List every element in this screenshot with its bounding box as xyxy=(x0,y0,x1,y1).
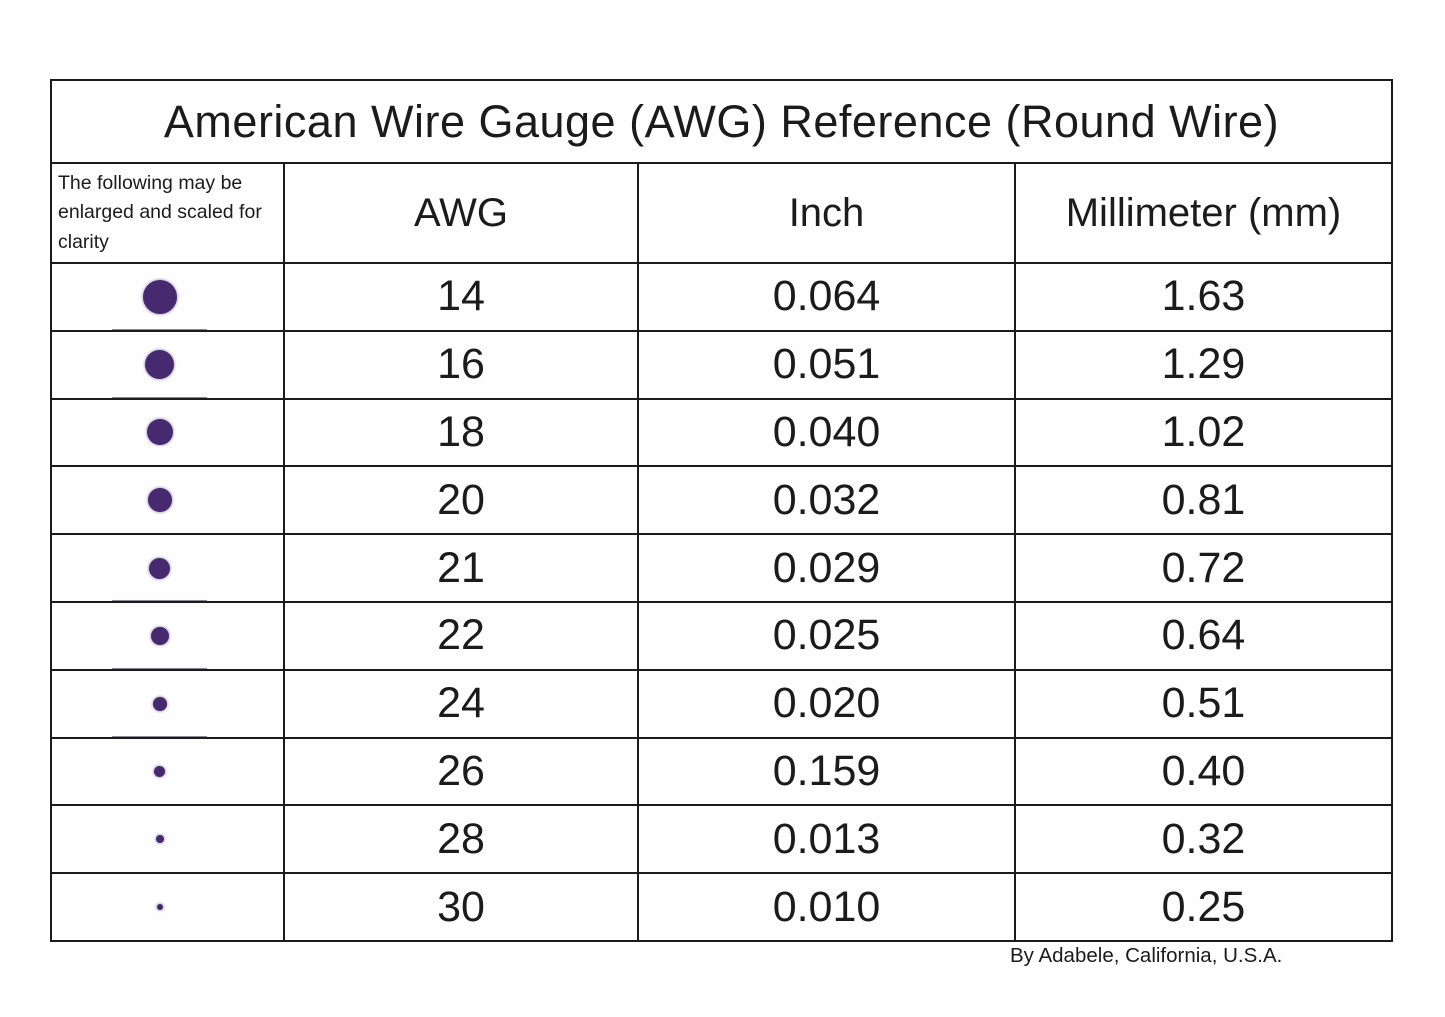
column-header-awg: AWG xyxy=(285,164,639,262)
inch-value: 0.051 xyxy=(639,331,1016,398)
dot-underline xyxy=(112,532,207,534)
dot-underline xyxy=(112,329,207,330)
wire-size-dot xyxy=(150,626,169,645)
wire-dot-cell xyxy=(52,602,285,669)
wire-size-dot xyxy=(156,904,163,911)
awg-value: 24 xyxy=(285,670,639,737)
wire-dot-cell xyxy=(52,874,285,940)
column-header-millimeter: Millimeter (mm) xyxy=(1065,190,1342,235)
awg-value: 22 xyxy=(285,602,639,669)
table-row: 28 0.013 0.32 xyxy=(52,804,1391,873)
awg-value: 21 xyxy=(285,535,639,601)
page-title: American Wire Gauge (AWG) Reference (Rou… xyxy=(163,95,1280,147)
wire-size-dot xyxy=(142,279,177,314)
table-row: 16 0.051 1.29 xyxy=(52,329,1391,398)
awg-value: 14 xyxy=(285,264,639,330)
awg-value: 16 xyxy=(285,331,639,398)
mm-value: 0.51 xyxy=(1161,679,1246,728)
dot-underline xyxy=(112,668,207,669)
inch-value: 0.029 xyxy=(639,535,1016,601)
dot-underline xyxy=(112,600,207,601)
dot-underline xyxy=(112,871,207,873)
dot-underline xyxy=(112,397,207,398)
mm-value: 1.63 xyxy=(1161,272,1246,321)
table-row: 14 0.064 1.63 xyxy=(52,262,1391,330)
attribution-text: By Adabele, California, U.S.A. xyxy=(1010,944,1283,967)
mm-value: 0.72 xyxy=(1161,543,1246,592)
dot-underline xyxy=(112,464,207,466)
awg-value: 18 xyxy=(285,399,639,466)
awg-value: 20 xyxy=(285,467,639,534)
inch-value: 0.013 xyxy=(639,806,1016,873)
wire-size-dot xyxy=(146,419,173,446)
awg-value: 28 xyxy=(285,806,639,873)
inch-value: 0.032 xyxy=(639,467,1016,534)
mm-value: 0.40 xyxy=(1161,746,1246,795)
awg-reference-table: American Wire Gauge (AWG) Reference (Rou… xyxy=(50,79,1393,942)
mm-value: 0.64 xyxy=(1161,611,1246,660)
table-row: 22 0.025 0.64 xyxy=(52,600,1391,669)
awg-value: 30 xyxy=(285,874,639,940)
wire-size-dot xyxy=(145,350,174,380)
table-row: 26 0.159 0.40 xyxy=(52,736,1391,805)
wire-dot-cell xyxy=(52,738,285,805)
inch-value: 0.064 xyxy=(639,264,1016,330)
scale-note: The following may be enlarged and scaled… xyxy=(52,164,285,262)
table-row: 20 0.032 0.81 xyxy=(52,465,1391,534)
inch-value: 0.020 xyxy=(639,670,1016,737)
inch-value: 0.025 xyxy=(639,602,1016,669)
mm-value: 0.81 xyxy=(1161,475,1246,524)
awg-value: 26 xyxy=(285,738,639,805)
wire-size-dot xyxy=(147,488,172,513)
wire-dot-cell xyxy=(52,264,285,330)
table-row: 18 0.040 1.02 xyxy=(52,397,1391,466)
inch-value: 0.159 xyxy=(639,738,1016,805)
dot-underline xyxy=(112,736,207,737)
wire-dot-cell xyxy=(52,806,285,873)
wire-size-dot xyxy=(149,557,170,579)
mm-value: 0.32 xyxy=(1161,814,1246,863)
table-row: 24 0.020 0.51 xyxy=(52,668,1391,737)
table-header-row: The following may be enlarged and scaled… xyxy=(52,162,1391,262)
table-row: 30 0.010 0.25 xyxy=(52,872,1391,940)
inch-value: 0.010 xyxy=(639,874,1016,940)
inch-value: 0.040 xyxy=(639,399,1016,466)
mm-value: 1.02 xyxy=(1161,407,1246,456)
wire-dot-cell xyxy=(52,467,285,534)
wire-size-dot xyxy=(155,835,164,844)
column-header-inch: Inch xyxy=(639,164,1016,262)
wire-dot-cell xyxy=(52,399,285,466)
dot-underline xyxy=(112,803,207,805)
wire-dot-cell xyxy=(52,670,285,737)
wire-size-dot xyxy=(152,696,167,711)
mm-value: 1.29 xyxy=(1161,340,1246,389)
table-row: 21 0.029 0.72 xyxy=(52,533,1391,601)
wire-size-dot xyxy=(154,765,165,777)
wire-dot-cell xyxy=(52,535,285,601)
wire-dot-cell xyxy=(52,331,285,398)
mm-value: 0.25 xyxy=(1161,882,1246,931)
table-title-row: American Wire Gauge (AWG) Reference (Rou… xyxy=(52,81,1391,162)
